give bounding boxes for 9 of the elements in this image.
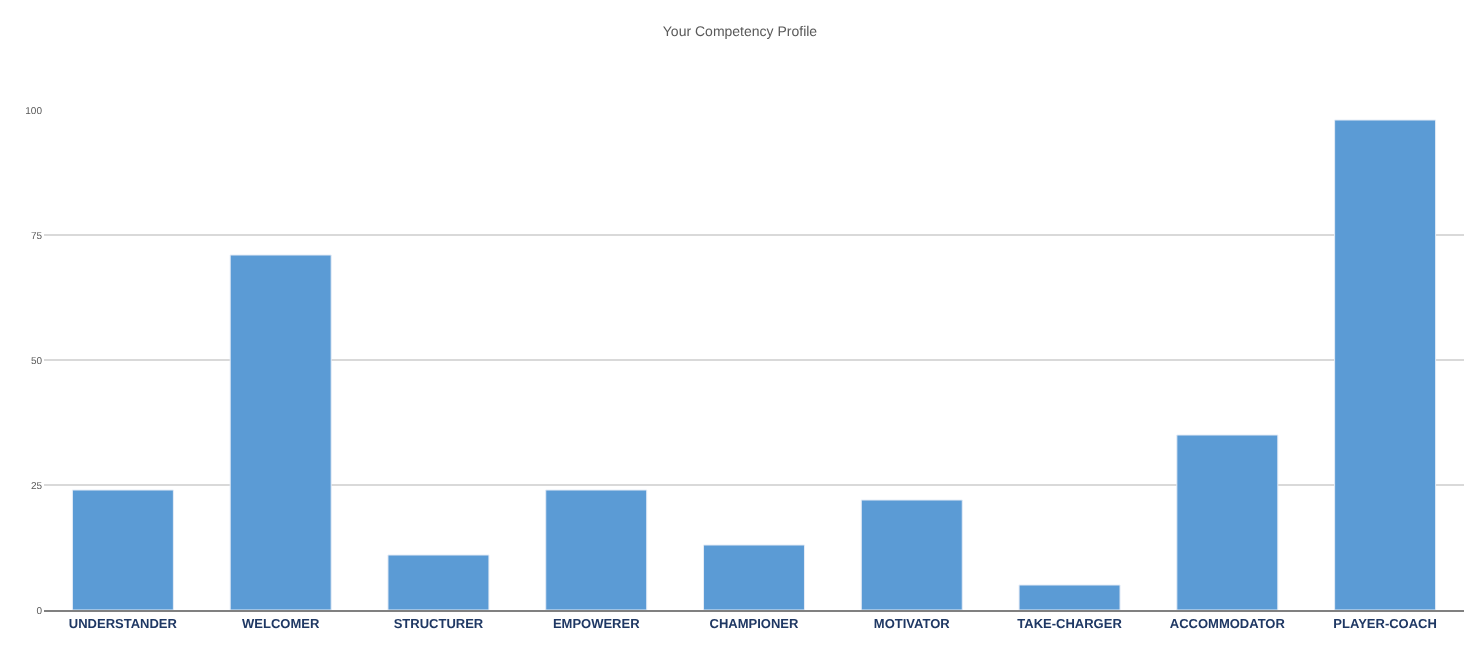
- bar: [860, 499, 963, 610]
- bar: [1018, 584, 1121, 610]
- bar: [545, 489, 648, 610]
- bar: [387, 554, 490, 610]
- bar: [703, 544, 805, 610]
- bar: [229, 254, 332, 610]
- bar: [1334, 119, 1437, 610]
- bar: [1176, 434, 1279, 610]
- bar: [71, 489, 174, 610]
